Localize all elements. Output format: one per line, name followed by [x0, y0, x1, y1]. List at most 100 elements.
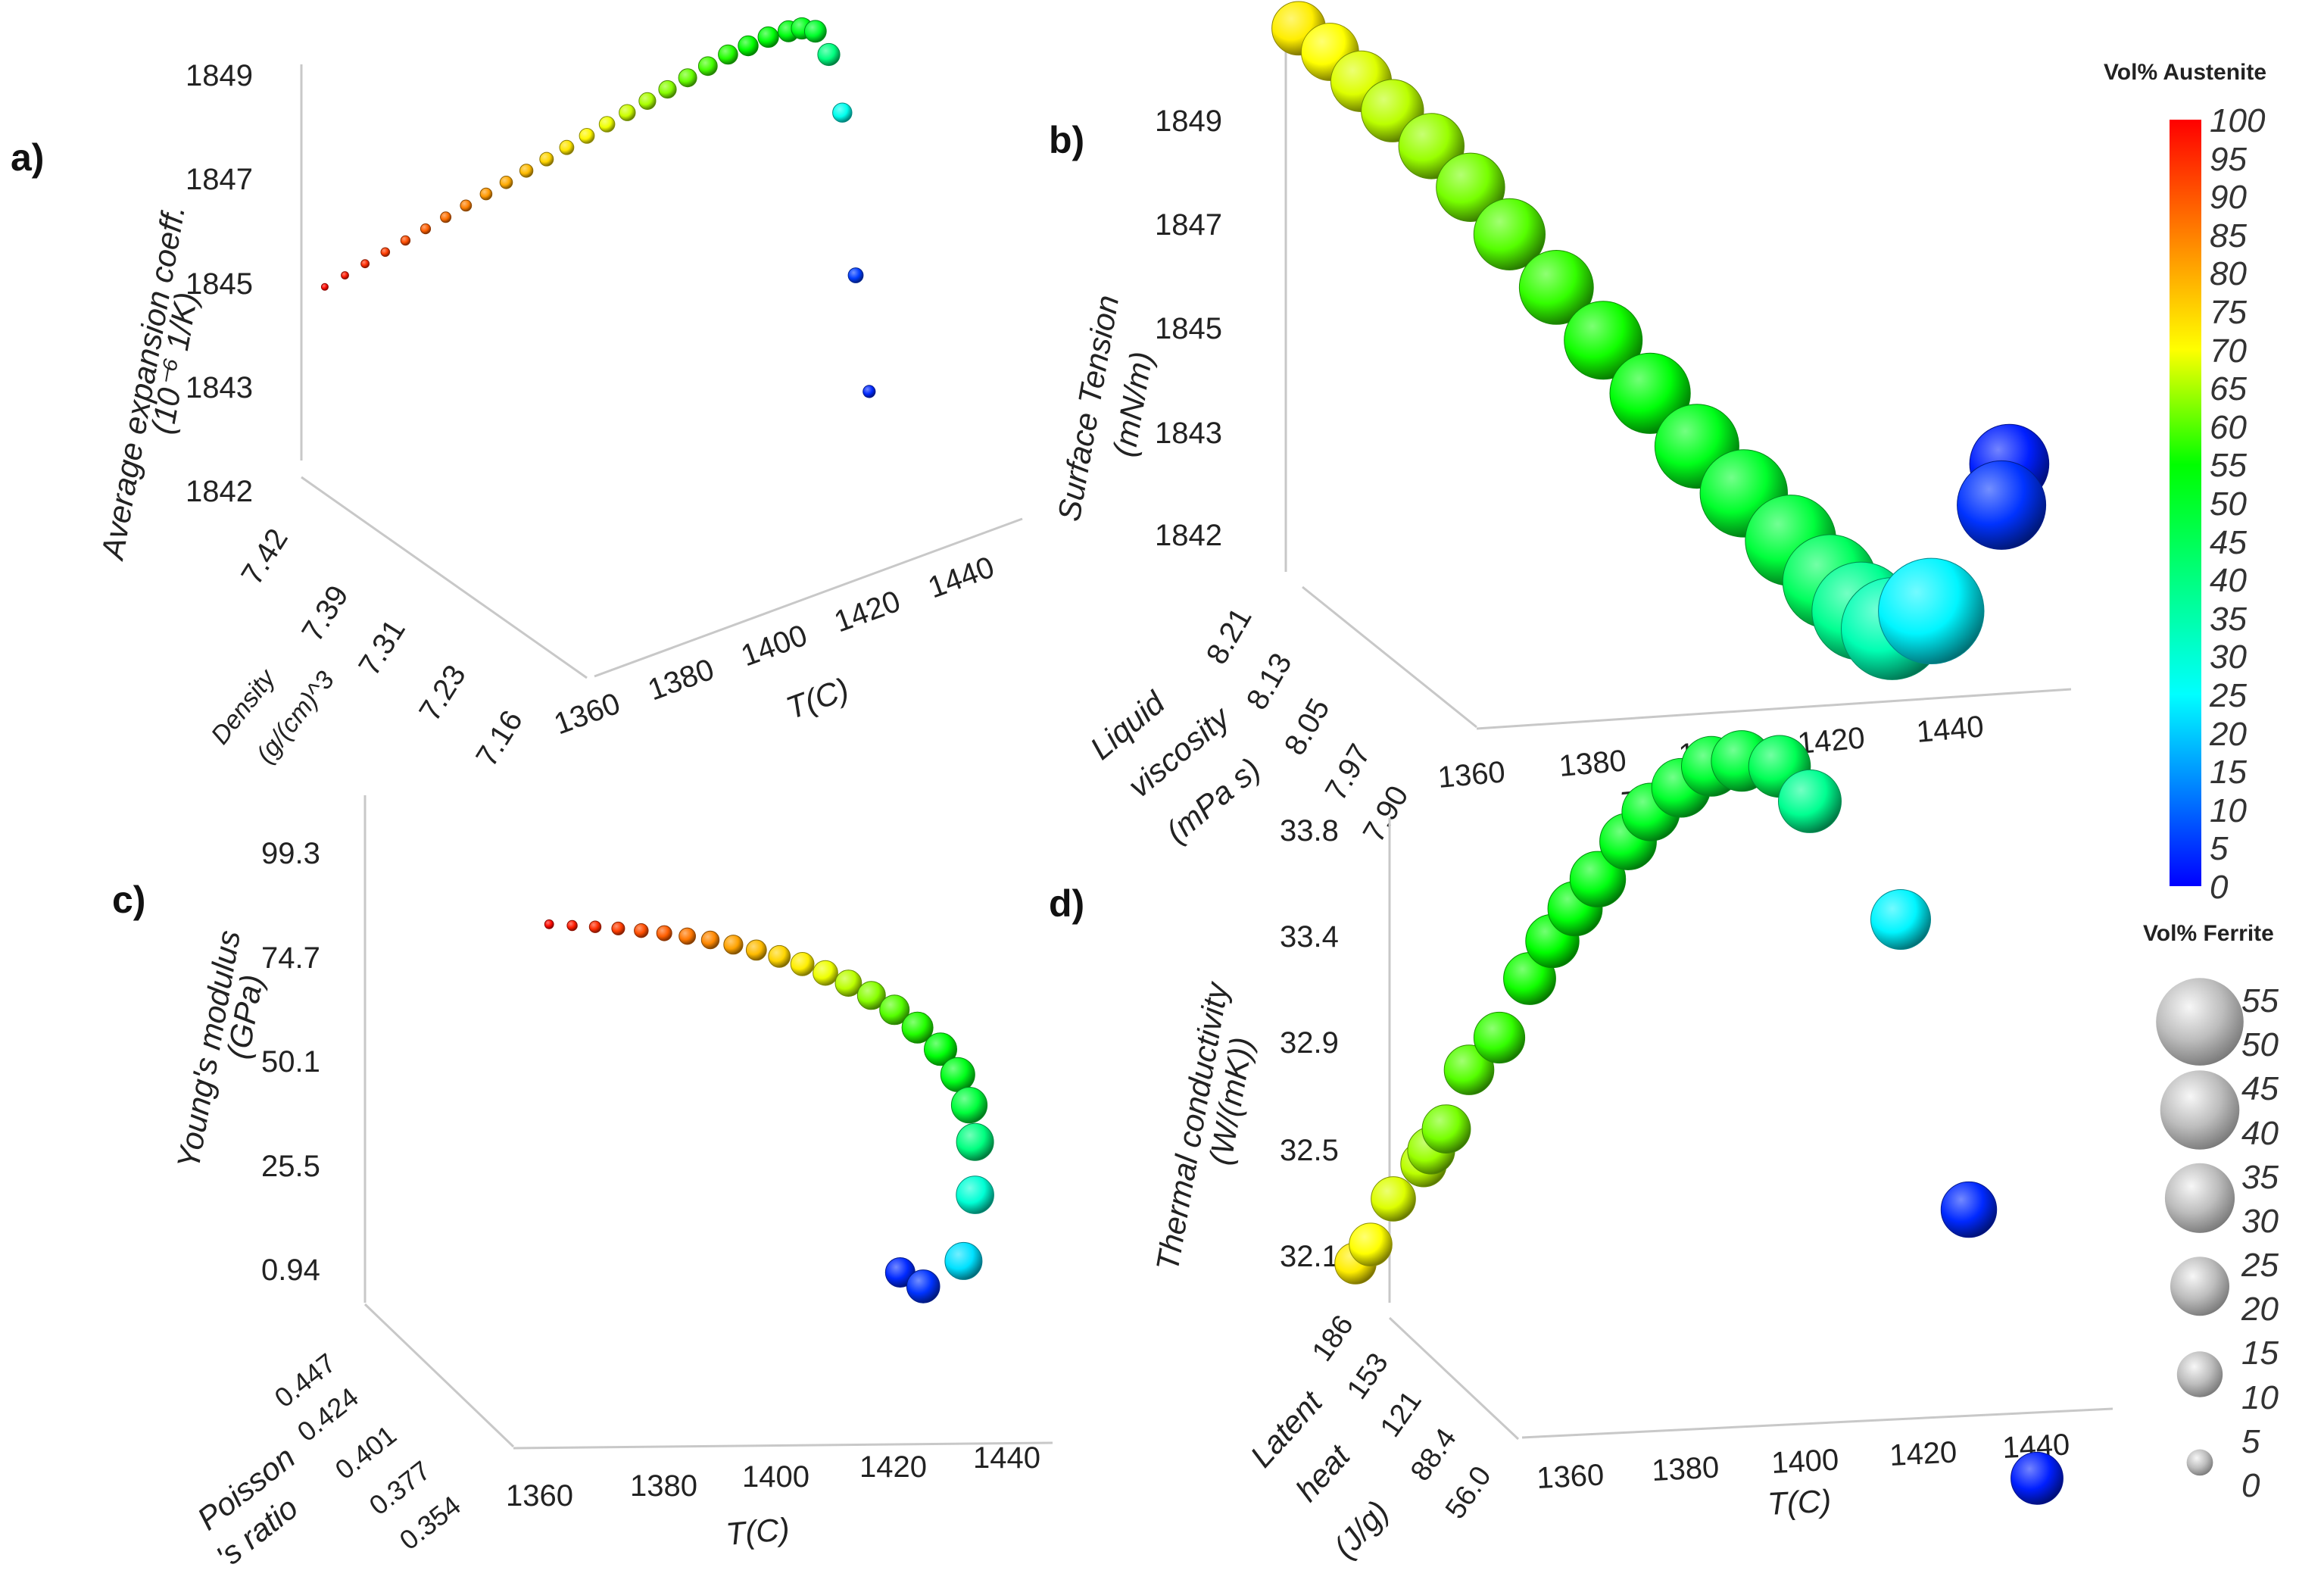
panel-c-x-label: T(C) — [725, 1511, 791, 1552]
panel-a-y-tick: 7.39 — [295, 579, 355, 647]
panel-a-point — [559, 139, 575, 155]
panel-a-point — [341, 271, 349, 279]
panel-d-y-ticks: 186 153 121 88.4 56.0 — [1306, 1310, 1498, 1525]
panel-c-point — [950, 1087, 988, 1124]
panel-a-point — [678, 68, 697, 88]
legend-austenite-tick: 80 — [2210, 255, 2247, 292]
panel-a-x-tick: 1420 — [830, 585, 905, 639]
legend-austenite-tick: 0 — [2210, 869, 2229, 906]
legend-ferrite-tick: 55 — [2241, 982, 2279, 1019]
panel-c-point — [678, 927, 696, 945]
panel-c-point — [566, 919, 578, 932]
panel-b-x-axis — [1476, 688, 2072, 730]
legend-ferrite-sphere — [2170, 1257, 2229, 1316]
legend-austenite-tick: 60 — [2210, 409, 2247, 446]
panel-a-y-tick: 7.31 — [352, 613, 412, 681]
legend-austenite-tick: 15 — [2210, 754, 2247, 791]
panel-c-point — [924, 1032, 957, 1066]
panel-a-x-tick: 1360 — [550, 687, 625, 741]
panel-d-point — [1778, 769, 1842, 833]
legend-austenite-tick: 10 — [2210, 792, 2247, 829]
panel-b-y-tick: 8.05 — [1278, 693, 1337, 760]
panel-d-y-tick: 88.4 — [1405, 1422, 1463, 1487]
panel-b-point — [1518, 250, 1594, 325]
panel-d: d) 33.8 33.4 32.9 32.5 32.1 Thermal cond… — [1049, 730, 2113, 1565]
panel-d-y-tick: 153 — [1341, 1347, 1395, 1405]
panel-c-z-tick: 25.5 — [261, 1150, 320, 1183]
panel-c-point — [901, 1011, 934, 1044]
panel-b-z-tick: 1849 — [1155, 105, 1222, 138]
panel-c-point — [956, 1175, 994, 1214]
panel-b-x-tick: 1380 — [1558, 744, 1627, 783]
panel-c-z-tick: 99.3 — [261, 837, 320, 870]
panel-a-points — [320, 17, 876, 398]
panel-d-z-tick: 32.9 — [1280, 1026, 1339, 1060]
legend-austenite-tick: 75 — [2210, 294, 2247, 331]
legend-austenite-tick: 5 — [2210, 830, 2229, 867]
panel-d-point — [2010, 1451, 2064, 1505]
panel-d-points — [1334, 730, 2064, 1505]
panel-c-point — [588, 920, 602, 933]
panel-a-point — [499, 176, 513, 189]
panel-c: c) 99.3 74.7 50.1 25.5 0.94 Young's modu… — [112, 795, 1053, 1575]
legend-austenite-tick: 30 — [2210, 638, 2247, 676]
legend-ferrite-spheres — [2156, 978, 2244, 1476]
legend-austenite-title: Vol% Austenite — [2104, 60, 2266, 85]
legend-ferrite-tick: 15 — [2241, 1335, 2279, 1372]
panel-c-x-tick: 1380 — [630, 1469, 697, 1503]
legend-austenite-tick: 25 — [2209, 677, 2247, 714]
panel-a-x-tick: 1380 — [644, 653, 719, 707]
panel-b-z-tick: 1843 — [1155, 417, 1222, 450]
panel-a-point — [817, 42, 841, 67]
panel-a-x-tick: 1440 — [924, 551, 999, 605]
legend-austenite-tick: 95 — [2210, 141, 2247, 178]
panel-b-z-tick: 1842 — [1155, 519, 1222, 552]
panel-a-point — [519, 164, 534, 178]
panel-b-y-tick: 8.13 — [1240, 648, 1299, 715]
panel-d-y-tick: 56.0 — [1440, 1460, 1498, 1525]
legend-austenite-tick: 85 — [2210, 217, 2247, 254]
panel-a-point — [832, 102, 853, 123]
panel-d-x-tick: 1360 — [1536, 1458, 1605, 1495]
panel-b-y-tick: 7.97 — [1319, 738, 1377, 806]
legend-austenite: Vol% Austenite 1009590858075706560555045… — [2104, 60, 2266, 906]
panel-c-x-axis — [513, 1441, 1053, 1450]
panel-d-x-label: T(C) — [1767, 1483, 1832, 1522]
panel-c-point — [856, 981, 886, 1010]
panel-d-x-tick: 1400 — [1770, 1443, 1839, 1480]
legend-ferrite-sphere — [2186, 1449, 2213, 1476]
panel-a-point — [420, 223, 432, 235]
panel-c-z-tick: 74.7 — [261, 941, 320, 975]
panel-b-z-tick: 1845 — [1155, 312, 1222, 345]
panel-c-point — [879, 994, 910, 1026]
panel-b-x-tick: 1360 — [1437, 755, 1506, 795]
panel-c-point — [940, 1057, 975, 1092]
panel-c-y-ticks: 0.447 0.424 0.401 0.377 0.354 — [269, 1347, 466, 1556]
panel-c-x-tick: 1420 — [859, 1450, 927, 1484]
panel-d-x-tick: 1380 — [1651, 1450, 1720, 1488]
panel-a-x-ticks: 1360 1380 1400 1420 1440 — [550, 551, 999, 741]
panel-a-y-tick: 7.16 — [469, 704, 529, 772]
panel-c-point — [813, 960, 838, 986]
panel-d-y-axis — [1388, 1316, 1520, 1441]
panel-d-point — [1473, 1011, 1526, 1064]
panel-c-point — [956, 1122, 994, 1161]
panel-d-x-tick: 1420 — [1889, 1435, 1957, 1472]
panel-a-point — [738, 35, 759, 57]
panel-c-point — [544, 919, 554, 929]
legend-austenite-tick: 70 — [2210, 332, 2247, 370]
panel-a-point — [658, 80, 677, 99]
panel-d-z-tick: 33.4 — [1280, 920, 1339, 954]
legend-ferrite-sphere — [2176, 1351, 2223, 1397]
legend-ferrite-tick: 45 — [2241, 1070, 2279, 1107]
panel-c-point — [656, 925, 672, 941]
panel-a: a) 1849 1847 1845 1843 1842 Average expa… — [11, 17, 1023, 773]
panel-d-y-label-2: heat — [1289, 1437, 1358, 1508]
panel-a-point — [847, 267, 864, 283]
panel-b-z-label-2: (mN/m) — [1106, 349, 1160, 460]
legend-austenite-tick: 55 — [2210, 447, 2247, 484]
legend-ferrite-sphere — [2160, 1070, 2240, 1150]
panel-a-point — [863, 385, 876, 398]
panel-b-z-ticks: 1849 1847 1845 1843 1842 — [1155, 105, 1222, 552]
panel-d-point — [1443, 1044, 1495, 1095]
